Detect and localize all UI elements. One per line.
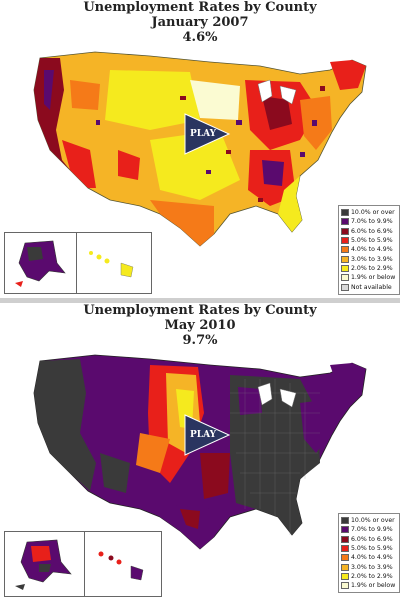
- legend-item: 7.0% to 9.9%: [341, 217, 397, 226]
- alaska-map: [15, 539, 72, 590]
- legend-item: 2.0% to 2.9%: [341, 572, 397, 581]
- play-button[interactable]: [183, 112, 231, 156]
- hawaii-inset: [76, 232, 152, 294]
- play-button[interactable]: [183, 413, 231, 457]
- map-title-2007: Unemployment Rates by County: [83, 0, 317, 15]
- map-panel-2007: Unemployment Rates by County January 200…: [0, 0, 400, 298]
- national-rate-2007: 4.6%: [182, 30, 218, 45]
- legend-item: 3.0% to 3.9%: [341, 562, 397, 571]
- play-label[interactable]: PLAY: [190, 129, 217, 139]
- panel-divider: [0, 298, 400, 303]
- legend-item: 6.0% to 6.9%: [341, 535, 397, 544]
- alaska-map: [15, 240, 66, 287]
- legend-item: 1.9% or below: [341, 273, 397, 282]
- legend-item: 10.0% or over: [341, 208, 397, 217]
- alaska-inset: [4, 531, 86, 597]
- map-date-2007: January 2007: [151, 15, 249, 30]
- legend-item: 2.0% to 2.9%: [341, 264, 397, 273]
- legend-2010: 10.0% or over 7.0% to 9.9% 6.0% to 6.9% …: [338, 513, 400, 594]
- alaska-inset: [4, 232, 78, 294]
- map-panel-2010: Unemployment Rates by County May 2010 9.…: [0, 303, 400, 601]
- map-title-2010: Unemployment Rates by County: [83, 303, 317, 318]
- legend-item: 3.0% to 3.9%: [341, 254, 397, 263]
- map-date-2010: May 2010: [164, 318, 236, 333]
- legend-item: 5.0% to 5.9%: [341, 236, 397, 245]
- play-label[interactable]: PLAY: [190, 430, 217, 440]
- hawaii-inset: [84, 531, 162, 597]
- us-county-map-2007: [33, 51, 367, 247]
- legend-2007: 10.0% or over 7.0% to 9.9% 6.0% to 6.9% …: [338, 205, 400, 295]
- legend-item: Not available: [341, 282, 397, 291]
- legend-item: 4.0% to 4.9%: [341, 245, 397, 254]
- legend-item: 6.0% to 6.9%: [341, 227, 397, 236]
- national-rate-2010: 9.7%: [182, 333, 218, 348]
- legend-item: 1.9% or below: [341, 581, 397, 590]
- legend-item: 4.0% to 4.9%: [341, 553, 397, 562]
- legend-item: 5.0% to 5.9%: [341, 544, 397, 553]
- legend-item: 10.0% or over: [341, 516, 397, 525]
- hawaii-map: [98, 551, 144, 581]
- hawaii-map: [89, 251, 134, 278]
- legend-item: 7.0% to 9.9%: [341, 525, 397, 534]
